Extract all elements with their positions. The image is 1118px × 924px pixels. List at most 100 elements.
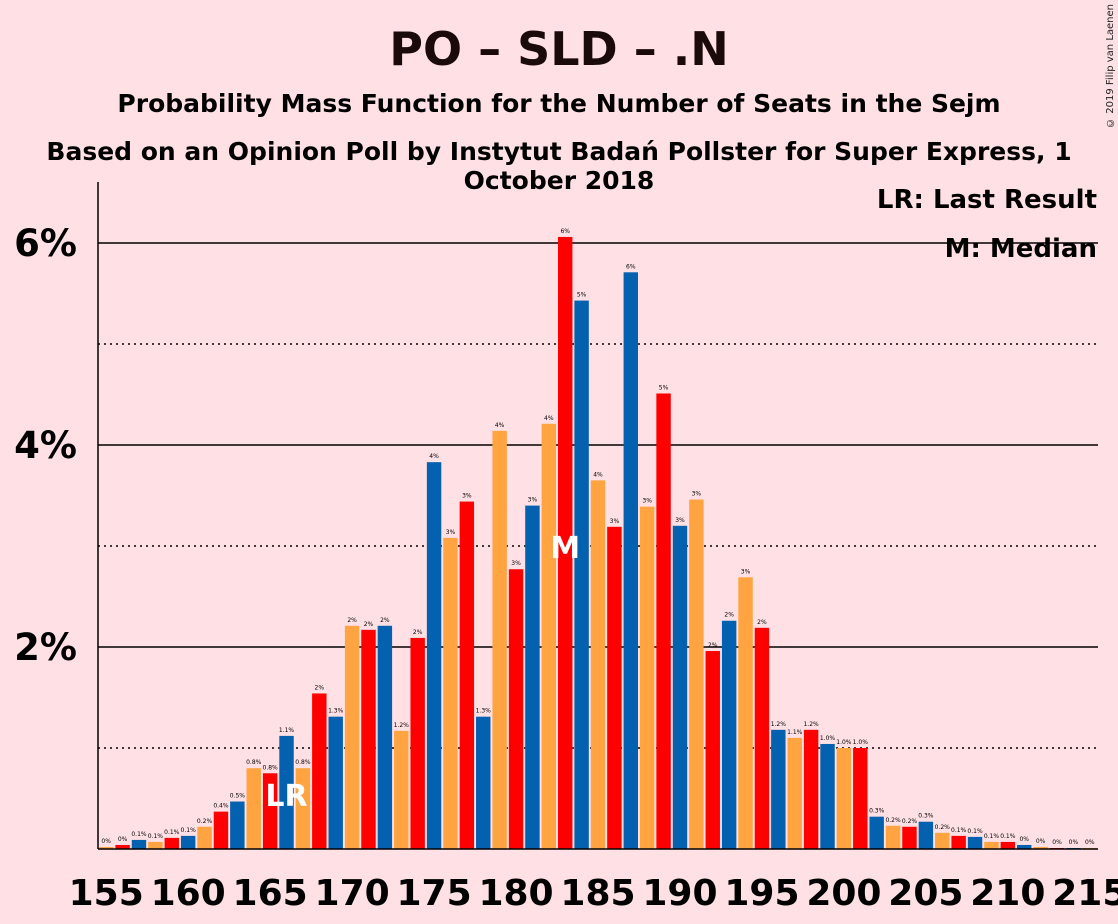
- x-tick-label: 160: [151, 873, 226, 914]
- bar-seat-174: [410, 637, 425, 849]
- bars-group: [98, 236, 1098, 849]
- bar-seat-197: [787, 737, 802, 849]
- bar-value-label: 0.8%: [295, 759, 311, 766]
- bar-seat-205: [918, 821, 934, 849]
- bar-value-label: 2%: [364, 621, 374, 628]
- bar-value-label: 1.1%: [787, 729, 803, 736]
- bar-seat-199: [820, 743, 835, 849]
- bar-value-label: 2%: [315, 684, 325, 691]
- bar-value-label: 0.1%: [181, 827, 197, 834]
- bar-seat-210: [1000, 841, 1016, 849]
- bar-seat-162: [213, 811, 229, 849]
- x-tick-label: 155: [69, 873, 144, 914]
- bar-value-label: 6%: [560, 228, 570, 235]
- bar-value-label: 0.5%: [230, 793, 246, 800]
- chart-source: Based on an Opinion Poll by Instytut Bad…: [46, 137, 1072, 195]
- bar-value-label: 2%: [380, 617, 390, 624]
- bar-seat-188: [639, 506, 655, 849]
- bar-seat-172: [377, 625, 393, 849]
- last-result-marker: LR: [265, 779, 307, 814]
- x-tick-label: 205: [888, 873, 963, 914]
- bar-seat-207: [951, 835, 966, 849]
- bar-value-label: 0.1%: [131, 831, 147, 838]
- bar-value-label: 3%: [741, 568, 751, 575]
- x-tick-label: 200: [806, 873, 881, 914]
- bar-value-label: 1.3%: [328, 708, 344, 715]
- bar-seat-155: [98, 846, 114, 849]
- bar-seat-212: [1033, 846, 1048, 849]
- bar-seat-201: [853, 748, 868, 849]
- bar-value-label: 6%: [626, 263, 636, 270]
- bar-seat-195: [754, 627, 770, 849]
- bar-value-label: 0.1%: [967, 828, 983, 835]
- bar-value-label: 4%: [544, 415, 554, 422]
- x-tick-label: 195: [724, 873, 799, 914]
- bar-value-label: 0.3%: [918, 813, 934, 820]
- x-tick-label: 165: [233, 873, 308, 914]
- bar-value-label: 0.4%: [213, 803, 229, 810]
- bar-seat-179: [492, 430, 507, 849]
- bar-value-label: 1.1%: [279, 727, 295, 734]
- bar-seat-183: [558, 236, 573, 849]
- bar-value-label: 0.2%: [885, 817, 901, 824]
- bar-seat-202: [869, 816, 884, 849]
- bar-seat-189: [656, 393, 671, 849]
- bar-seat-200: [836, 748, 852, 849]
- bar-seat-187: [623, 272, 638, 849]
- bar-value-label: 4%: [429, 453, 439, 460]
- bar-seat-204: [902, 826, 917, 849]
- bar-value-label: 1.2%: [771, 721, 787, 728]
- bar-seat-173: [394, 730, 409, 849]
- median-marker: M: [550, 531, 580, 566]
- bar-value-label: 0%: [101, 838, 111, 845]
- bar-value-label: 0.1%: [164, 829, 180, 836]
- y-tick-label: 4%: [14, 424, 77, 467]
- y-tick-label: 2%: [14, 626, 77, 669]
- x-tick-label: 190: [642, 873, 717, 914]
- bar-value-label: 0.2%: [935, 824, 951, 831]
- bar-seat-194: [738, 577, 753, 849]
- bar-value-label: 4%: [593, 471, 603, 478]
- x-tick-labels: 155 160 165 170 175 180 185 190 195 200 205 210 215: [69, 873, 1118, 914]
- bar-seat-175: [426, 462, 442, 849]
- bar-seat-193: [721, 620, 737, 849]
- bar-seat-181: [525, 505, 540, 849]
- bar-value-label: 1.0%: [853, 739, 869, 746]
- x-tick-label: 180: [478, 873, 553, 914]
- bar-seat-160: [180, 835, 196, 849]
- bar-value-label: 1.3%: [476, 708, 492, 715]
- bar-value-label: 0.8%: [263, 764, 279, 771]
- bar-seat-164: [246, 768, 261, 849]
- bar-seat-191: [689, 499, 704, 849]
- bar-value-label: 0.1%: [951, 827, 967, 834]
- bar-seat-186: [607, 526, 622, 849]
- bar-seat-192: [705, 651, 720, 849]
- bar-value-label: 1.2%: [803, 721, 819, 728]
- bar-value-label: 0.8%: [246, 759, 262, 766]
- bar-seat-178: [476, 716, 491, 849]
- bar-seat-165: [262, 773, 278, 849]
- bar-seat-211: [1017, 844, 1032, 849]
- bar-value-label: 0%: [1069, 839, 1079, 846]
- bar-value-label: 3%: [675, 517, 685, 524]
- bar-value-label: 0%: [1052, 839, 1062, 846]
- bar-value-label: 0.1%: [148, 833, 164, 840]
- bar-value-label: 2%: [347, 617, 357, 624]
- bar-seat-156: [115, 844, 130, 849]
- bar-seat-159: [164, 837, 179, 849]
- bar-seat-157: [131, 839, 147, 849]
- bar-value-label: 0.1%: [1000, 833, 1016, 840]
- bar-value-label: 5%: [659, 384, 669, 391]
- bar-value-label: 3%: [462, 493, 472, 500]
- bar-seat-203: [885, 825, 901, 849]
- bar-seat-161: [197, 826, 212, 849]
- bar-value-label: 0%: [1036, 838, 1046, 845]
- bar-value-label: 0.2%: [197, 818, 213, 825]
- bar-seat-167: [295, 768, 311, 849]
- y-tick-label: 6%: [14, 222, 77, 265]
- bar-seat-198: [803, 729, 819, 849]
- bar-value-label: 0%: [1019, 836, 1029, 843]
- legend-last-result: LR: Last Result: [877, 185, 1097, 215]
- bar-seat-190: [672, 525, 688, 849]
